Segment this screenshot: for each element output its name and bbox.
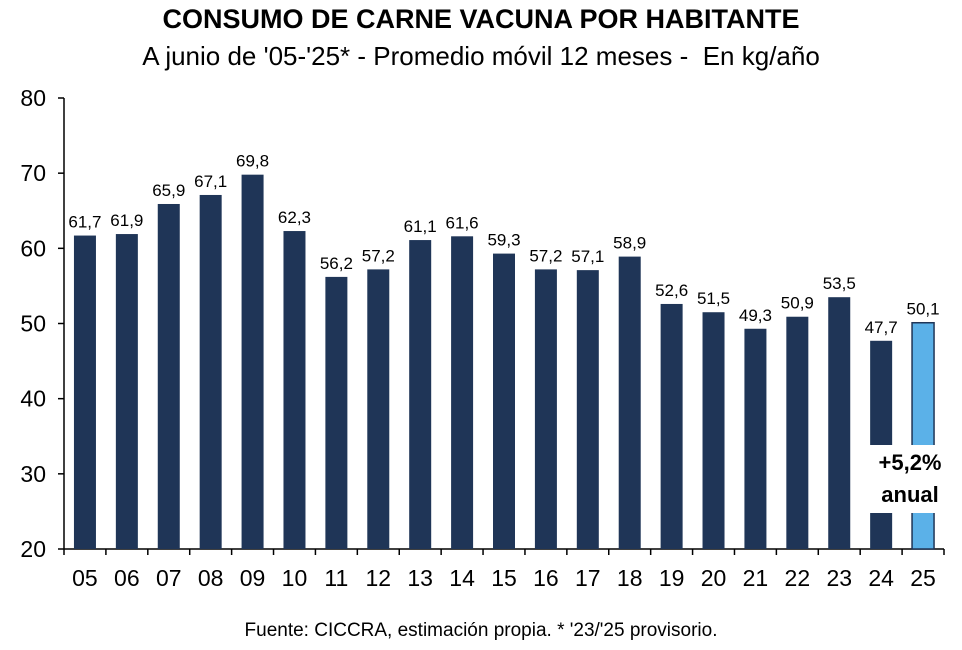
bar — [157, 203, 180, 550]
x-tick-label: 16 — [533, 565, 559, 591]
bar — [702, 312, 725, 549]
y-tick-label: 40 — [20, 386, 46, 412]
data-label: 61,1 — [404, 217, 437, 236]
x-tick-label: 14 — [449, 565, 475, 591]
x-tick-label: 09 — [240, 565, 266, 591]
y-axis: 20 30 40 50 60 70 80 — [20, 85, 65, 562]
x-tick-label: 18 — [617, 565, 643, 591]
data-label: 58,9 — [613, 234, 646, 253]
y-tick-label: 70 — [20, 160, 46, 186]
bar — [828, 297, 851, 549]
data-label: 56,2 — [320, 254, 353, 273]
x-tick-label: 08 — [198, 565, 224, 591]
x-tick-label: 24 — [868, 565, 894, 591]
source-note: Fuente: CICCRA, estimación propia. * '23… — [244, 620, 718, 641]
annotation-growth: +5,2% — [879, 450, 942, 475]
bar — [283, 231, 306, 550]
y-tick-label: 80 — [20, 85, 46, 111]
bar — [493, 253, 515, 549]
bar — [870, 340, 893, 549]
annotation: +5,2% anual — [864, 445, 957, 513]
bar-highlight — [911, 321, 935, 550]
bar — [73, 235, 96, 549]
bar — [576, 270, 599, 549]
bar — [451, 236, 474, 549]
x-tick-label: 10 — [282, 565, 308, 591]
data-label: 67,1 — [194, 172, 227, 191]
annotation-period: anual — [881, 482, 938, 507]
chart-subtitle: A junio de '05-'25* - Promedio móvil 12 … — [142, 41, 820, 71]
bar — [325, 276, 348, 549]
x-tick-label: 12 — [365, 565, 391, 591]
x-tick-label: 05 — [72, 565, 98, 591]
x-tick-label: 20 — [701, 565, 727, 591]
data-label: 65,9 — [152, 181, 185, 200]
y-tick-label: 50 — [20, 311, 46, 337]
x-tick-label: 22 — [785, 565, 811, 591]
x-tick-label: 23 — [826, 565, 852, 591]
bar — [199, 194, 222, 549]
bar — [786, 316, 809, 549]
data-label: 61,7 — [68, 213, 101, 232]
y-tick-label: 30 — [20, 461, 46, 487]
data-label: 59,3 — [487, 231, 520, 250]
data-label: 57,1 — [571, 247, 604, 266]
bar — [115, 234, 138, 549]
chart-title: CONSUMO DE CARNE VACUNA POR HABITANTE — [162, 4, 800, 34]
x-tick-label: 25 — [910, 565, 936, 591]
x-tick-label: 07 — [156, 565, 182, 591]
data-label: 50,9 — [781, 294, 814, 313]
data-label: 52,6 — [655, 281, 688, 300]
x-tick-label: 13 — [407, 565, 433, 591]
bar — [660, 303, 683, 549]
x-tick-label: 11 — [324, 565, 348, 591]
y-tick-label: 20 — [20, 536, 46, 562]
value-labels: 61,7 61,9 65,9 67,1 69,8 62,3 56,2 57,2 61,1 61,6… — [68, 152, 939, 337]
x-axis: 05 06 07 08 09 10 11 12 13 14 15 16 17 18 19 20 21 22 23 24… — [63, 548, 945, 591]
data-label: 57,2 — [362, 246, 395, 265]
data-label: 62,3 — [278, 208, 311, 227]
x-tick-label: 17 — [575, 565, 601, 591]
data-label: 47,7 — [865, 318, 898, 337]
x-tick-label: 06 — [114, 565, 140, 591]
data-label: 57,2 — [529, 246, 562, 265]
bar — [241, 174, 264, 550]
bar — [618, 256, 641, 549]
x-tick-label: 19 — [659, 565, 685, 591]
data-label: 50,1 — [907, 300, 940, 319]
bar — [744, 328, 767, 549]
bar — [534, 269, 557, 549]
bar-chart: 20 30 40 50 60 70 80 05 06 07 08 09 10 11 12 13 14 15 16 1… — [20, 85, 957, 591]
data-label: 61,9 — [110, 211, 143, 230]
bar — [367, 269, 390, 549]
data-label: 69,8 — [236, 152, 269, 171]
data-label: 53,5 — [823, 274, 856, 293]
y-tick-label: 60 — [20, 235, 46, 261]
bar — [409, 240, 432, 549]
bars — [73, 174, 935, 550]
annotation-background — [864, 445, 957, 513]
data-label: 49,3 — [739, 306, 772, 325]
data-label: 51,5 — [697, 289, 730, 308]
x-tick-label: 21 — [743, 565, 769, 591]
x-tick-label: 15 — [491, 565, 517, 591]
data-label: 61,6 — [446, 213, 479, 232]
